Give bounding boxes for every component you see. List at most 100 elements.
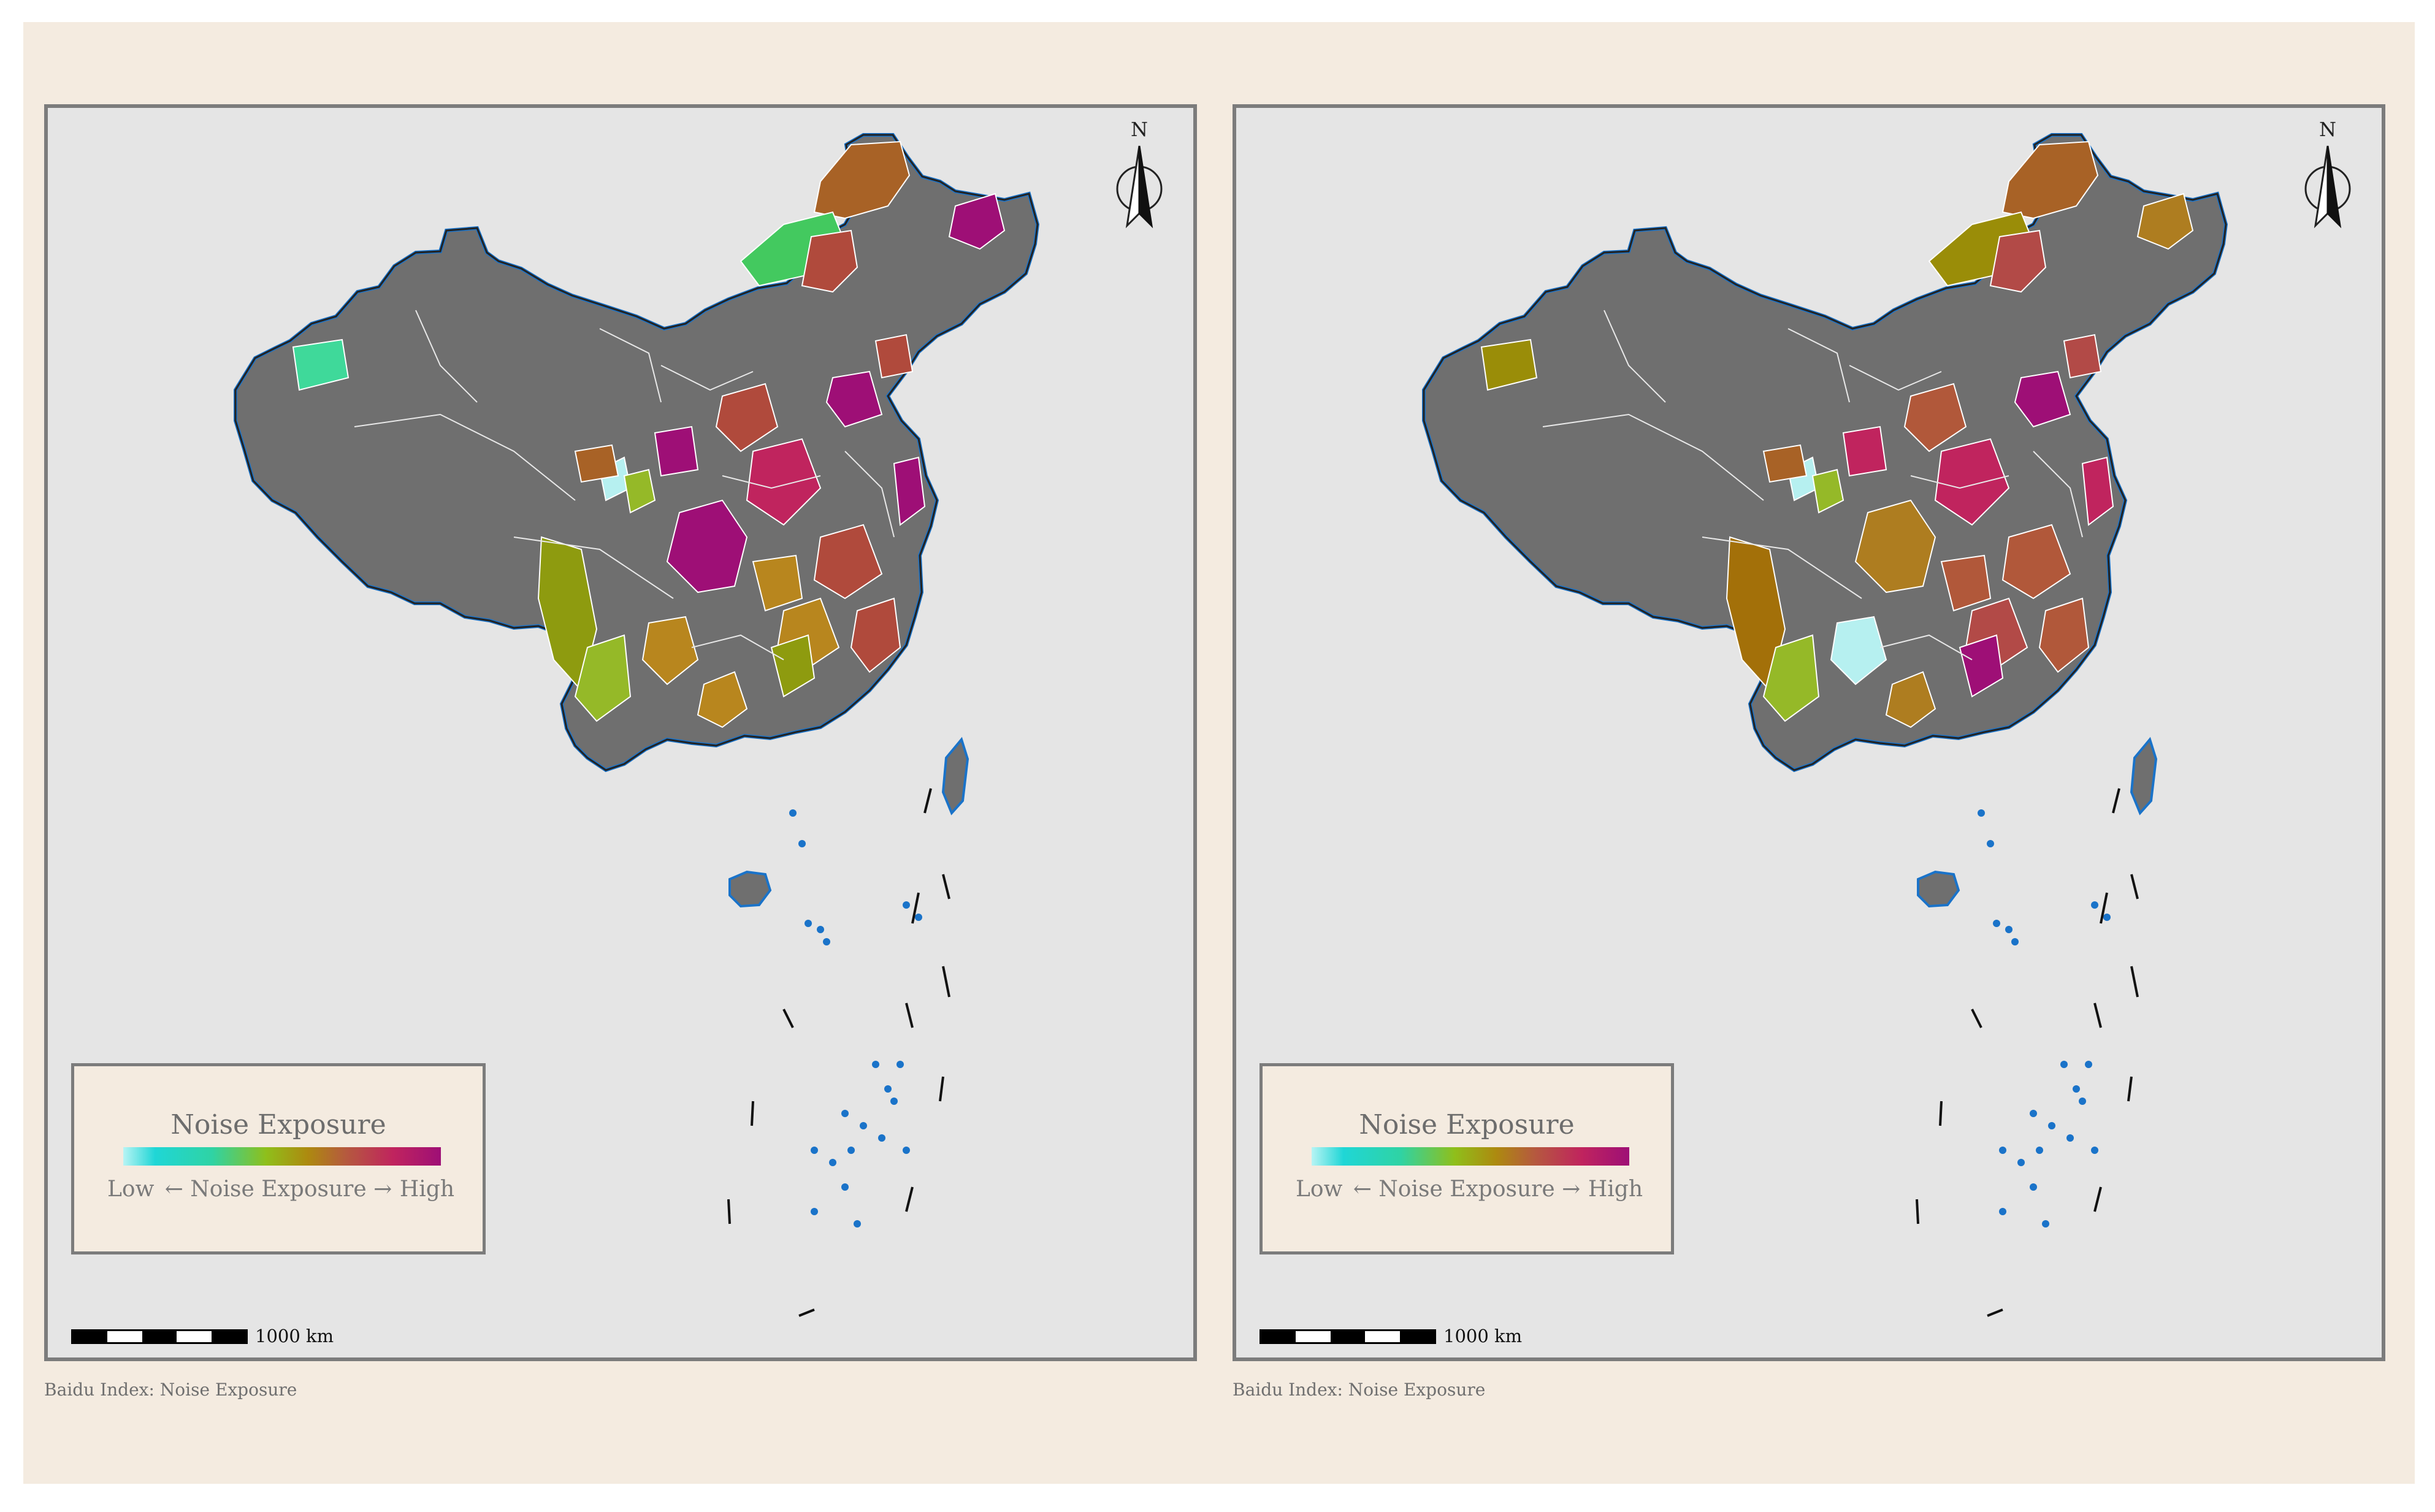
island-dot	[2030, 1110, 2037, 1117]
maritime-boundary-dash	[782, 1009, 794, 1028]
island-dot	[860, 1122, 867, 1129]
city-region	[1480, 338, 1538, 391]
maritime-boundary-dash	[2112, 788, 2120, 814]
maritime-boundary-dash	[911, 892, 920, 924]
island-dot	[890, 1098, 898, 1105]
north-arrow-icon	[1116, 145, 1163, 229]
island-dot	[2060, 1061, 2068, 1068]
city-region	[1885, 671, 1936, 728]
island-dot	[2066, 1134, 2074, 1142]
maritime-boundary-dash	[2093, 1002, 2102, 1028]
panel-caption-right: Baidu Index: Noise Exposure	[1233, 1380, 1486, 1400]
legend-high-label: High	[399, 1177, 454, 1202]
scale-label: 1000 km	[255, 1326, 334, 1346]
island-dot	[2030, 1183, 2037, 1191]
maritime-boundary-dash	[751, 1101, 754, 1126]
city-region	[2063, 334, 2102, 379]
city-region	[1811, 468, 1844, 514]
map-panel-left: N Noise Exposure Low ← Noise Exposure → …	[44, 104, 1197, 1361]
legend-color-ramp	[1312, 1147, 1629, 1166]
panel-caption-left: Baidu Index: Noise Exposure	[44, 1380, 297, 1400]
maritime-boundary-dash	[2130, 966, 2139, 998]
province-boundaries	[1542, 310, 2083, 660]
island-dot	[903, 1147, 910, 1154]
scale-bar	[71, 1329, 248, 1344]
north-arrow: N	[1109, 112, 1170, 240]
city-region	[1989, 229, 2047, 293]
city-region	[813, 140, 911, 220]
legend-mid-label: ← Noise Exposure →	[1353, 1177, 1581, 1202]
city-region	[654, 426, 699, 477]
country-border	[1423, 134, 2227, 771]
island-dot	[811, 1208, 818, 1215]
north-arrow-icon	[2304, 145, 2351, 229]
north-label: N	[2319, 118, 2336, 141]
city-region	[948, 193, 1006, 250]
city-region	[2001, 524, 2071, 600]
maritime-boundary-dash	[905, 1186, 914, 1212]
city-region	[874, 334, 914, 379]
city-region	[1854, 499, 1936, 594]
island-dot	[841, 1183, 849, 1191]
maritime-boundary-dash	[942, 966, 950, 998]
province-boundaries	[354, 310, 895, 660]
city-region	[697, 671, 748, 728]
legend-box: Noise Exposure Low ← Noise Exposure → Hi…	[1260, 1063, 1674, 1254]
island-dot	[896, 1061, 904, 1068]
city-region	[1959, 634, 2004, 698]
island-dot	[2011, 938, 2019, 945]
city-region	[746, 438, 822, 526]
north-arrow: N	[2297, 112, 2358, 240]
island-dot	[2079, 1098, 2086, 1105]
maritime-boundary-dash	[2100, 892, 2108, 924]
island-dot	[1999, 1147, 2006, 1154]
maritime-boundary-dash	[727, 1199, 731, 1224]
china-map-left	[234, 133, 1040, 1317]
city-region	[825, 370, 883, 428]
island-dot	[798, 840, 806, 847]
maritime-boundary-dash	[2130, 874, 2139, 899]
scale-label: 1000 km	[1443, 1326, 1523, 1346]
island-dot	[2103, 914, 2111, 921]
legend-high-label: High	[1588, 1177, 1643, 1202]
maritime-boundary-dash	[1971, 1009, 1982, 1028]
city-region	[574, 444, 619, 483]
island-dot	[2073, 1085, 2080, 1093]
china-landmass	[234, 133, 1040, 773]
legend-box: Noise Exposure Low ← Noise Exposure → Hi…	[71, 1063, 486, 1254]
city-region	[850, 597, 901, 673]
island-dot	[805, 920, 812, 927]
city-region	[1762, 444, 1808, 483]
island-dot	[1999, 1208, 2006, 1215]
city-region	[2001, 140, 2099, 220]
maritime-boundary-dash	[942, 874, 950, 899]
scale-bar	[1260, 1329, 1436, 1344]
legend-title: Noise Exposure	[1359, 1109, 1575, 1140]
city-region	[752, 554, 803, 612]
city-region	[715, 383, 779, 452]
island-dot	[841, 1110, 849, 1117]
city-region	[623, 468, 656, 514]
island-dot	[915, 914, 922, 921]
city-region	[770, 634, 816, 698]
city-region	[292, 338, 350, 391]
map-panel-right: N Noise Exposure Low ← Noise Exposure → …	[1233, 104, 2385, 1361]
city-region	[574, 634, 632, 722]
hainan-island	[1917, 870, 1960, 908]
china-landmass	[1422, 133, 2228, 773]
maritime-boundary-dash	[905, 1002, 914, 1028]
city-region	[1762, 634, 1820, 722]
maritime-boundary-dash	[1939, 1101, 1943, 1126]
city-region	[641, 616, 699, 685]
island-dot	[829, 1159, 836, 1166]
city-region	[801, 229, 858, 293]
city-region	[1842, 426, 1887, 477]
country-border	[234, 134, 1039, 771]
maritime-boundary-dash	[2127, 1076, 2133, 1102]
maritime-boundary-dash	[1987, 1308, 2003, 1317]
island-dot	[2036, 1147, 2043, 1154]
taiwan-island	[941, 736, 969, 815]
island-dot	[1993, 920, 2000, 927]
island-dot	[2091, 1147, 2098, 1154]
maritime-boundary-dash	[2093, 1186, 2102, 1212]
